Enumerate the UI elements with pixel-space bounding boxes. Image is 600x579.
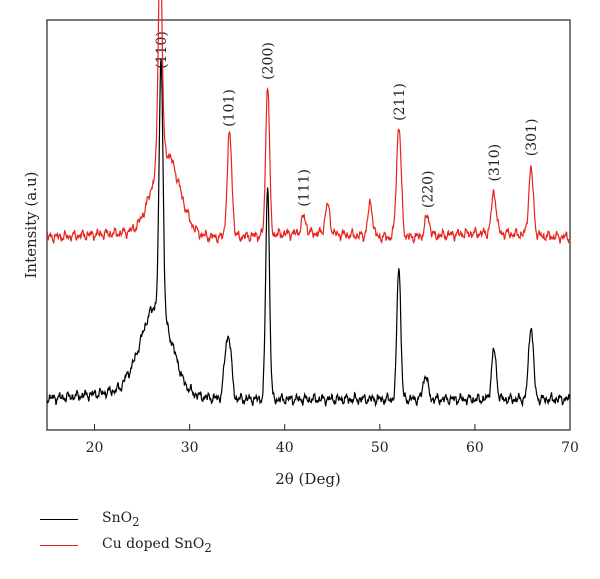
peak-label-220: (220) bbox=[420, 170, 436, 208]
legend-swatch-sno2 bbox=[40, 518, 78, 520]
peak-label-211: (211) bbox=[392, 83, 408, 121]
x-tick-label-30: 30 bbox=[181, 440, 199, 456]
legend-label-cu-doped-sno2: Cu doped SnO bbox=[102, 535, 205, 552]
y-axis-label: Intensity (a.u) bbox=[22, 172, 40, 279]
peak-label-310: (310) bbox=[487, 144, 503, 182]
peak-label-111: (111) bbox=[297, 169, 313, 207]
x-tick-label-50: 50 bbox=[371, 440, 389, 456]
legend-subscript-sno2: 2 bbox=[132, 514, 140, 529]
legend-label-sno2: SnO bbox=[102, 509, 133, 526]
xrd-chart: 20 30 40 50 60 70 (110)(101)(200)(111)(211)(2… bbox=[22, 0, 579, 488]
legend: SnO2 Cu doped SnO2 bbox=[40, 506, 212, 558]
x-tick-label-40: 40 bbox=[276, 440, 294, 456]
x-tick-label-60: 60 bbox=[466, 440, 484, 456]
legend-swatch-cu-doped-sno2 bbox=[40, 544, 78, 546]
peak-label-301: (301) bbox=[524, 119, 540, 157]
series-line-sno2 bbox=[46, 58, 571, 408]
series-lines bbox=[46, 0, 571, 408]
series-line-cu-doped-sno2 bbox=[46, 0, 571, 245]
peak-labels: (110)(101)(200)(111)(211)(220)(310)(301) bbox=[154, 31, 540, 208]
legend-entry-sno2: SnO2 bbox=[40, 506, 212, 532]
legend-subscript-cu-doped-sno2: 2 bbox=[204, 540, 212, 555]
plot-frame bbox=[46, 19, 571, 431]
x-axis-ticks: 20 30 40 50 60 70 bbox=[86, 424, 579, 456]
x-tick-label-20: 20 bbox=[86, 440, 104, 456]
peak-label-200: (200) bbox=[261, 42, 277, 80]
x-axis-label: 2θ (Deg) bbox=[275, 470, 341, 488]
legend-entry-cu-doped-sno2: Cu doped SnO2 bbox=[40, 532, 212, 558]
x-tick-label-70: 70 bbox=[561, 440, 579, 456]
peak-label-101: (101) bbox=[222, 89, 238, 127]
